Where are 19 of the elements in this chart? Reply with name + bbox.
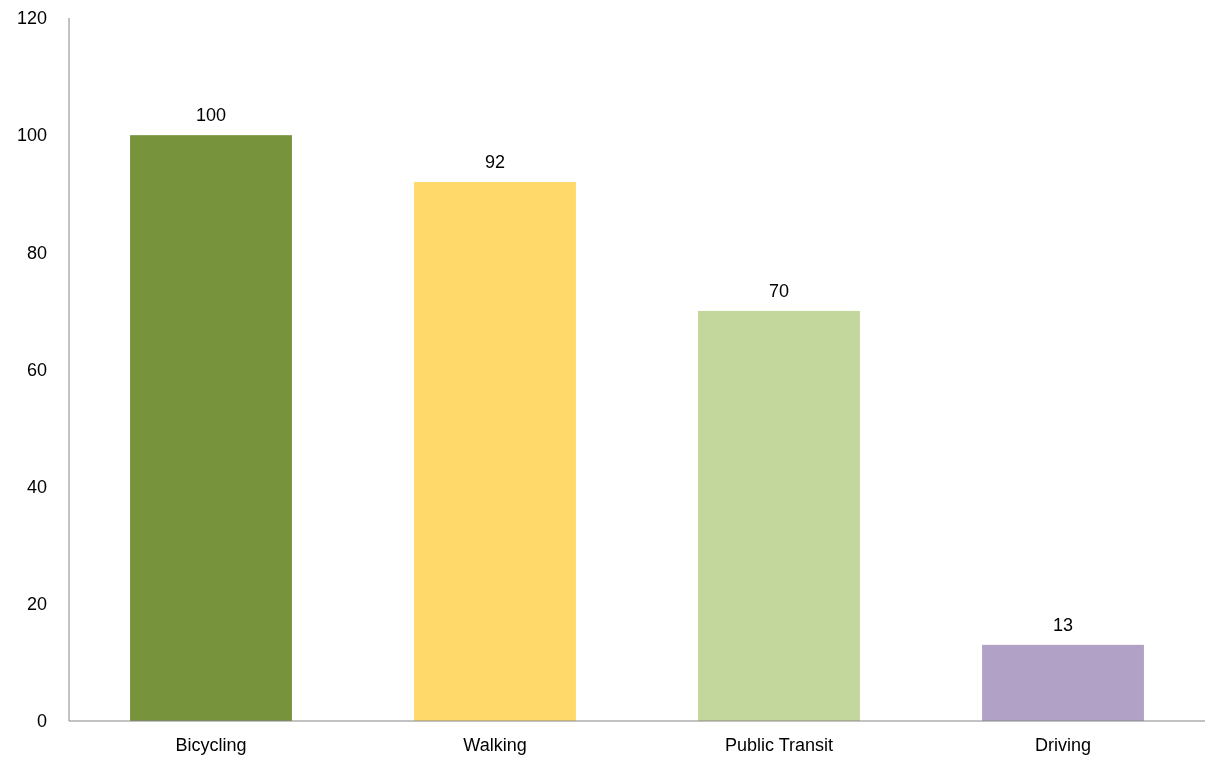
bar <box>414 182 576 721</box>
bar <box>982 644 1144 721</box>
y-tick-label: 120 <box>16 8 47 29</box>
x-tick-label: Public Transit <box>724 735 834 755</box>
x-tick-label: Driving <box>1034 735 1092 755</box>
data-label: 100 <box>195 105 227 126</box>
y-tick-label: 80 <box>26 242 47 263</box>
data-label: 70 <box>768 280 790 301</box>
y-tick-label: 0 <box>36 711 47 732</box>
y-tick-label: 60 <box>26 359 47 380</box>
x-tick-label: Walking <box>463 735 527 755</box>
x-tick-label: Bicycling <box>175 735 247 755</box>
data-label: 13 <box>1052 614 1074 635</box>
y-tick-label: 40 <box>26 476 47 497</box>
bar <box>130 135 292 721</box>
bar <box>698 310 860 721</box>
data-label: 92 <box>484 152 506 173</box>
y-tick-label: 20 <box>26 594 47 615</box>
y-tick-label: 100 <box>16 125 47 146</box>
